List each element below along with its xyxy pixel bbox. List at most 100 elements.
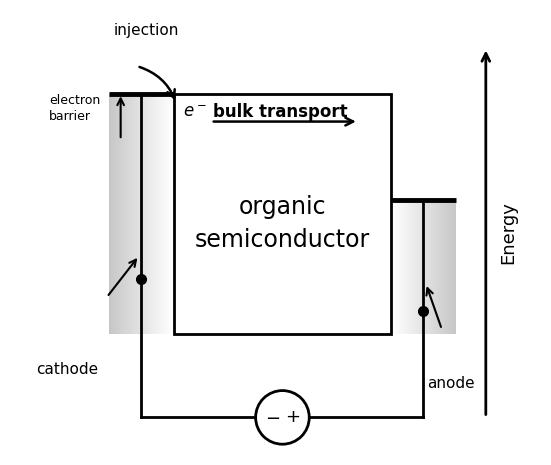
Bar: [406, 200, 407, 334]
Bar: [449, 200, 450, 334]
Bar: [160, 94, 161, 334]
Bar: [156, 94, 157, 334]
Bar: [402, 200, 403, 334]
Bar: [397, 200, 399, 334]
Bar: [159, 94, 160, 334]
Bar: [452, 200, 454, 334]
Bar: [142, 94, 143, 334]
Bar: [431, 200, 433, 334]
Bar: [428, 200, 430, 334]
Bar: [148, 94, 149, 334]
Bar: [169, 94, 170, 334]
Bar: [168, 94, 169, 334]
Bar: [433, 200, 434, 334]
Bar: [166, 94, 168, 334]
Bar: [411, 200, 413, 334]
Bar: [407, 200, 408, 334]
Bar: [415, 200, 417, 334]
Bar: [121, 94, 122, 334]
Bar: [134, 94, 136, 334]
Bar: [132, 94, 133, 334]
Bar: [429, 200, 430, 334]
Bar: [443, 200, 444, 334]
Bar: [171, 94, 172, 334]
Bar: [112, 94, 114, 334]
Bar: [159, 94, 160, 334]
Bar: [455, 200, 456, 334]
Bar: [395, 200, 396, 334]
Bar: [409, 200, 411, 334]
Bar: [408, 200, 409, 334]
Bar: [145, 94, 146, 334]
Bar: [421, 200, 422, 334]
Text: electron
barrier: electron barrier: [49, 94, 100, 123]
Bar: [137, 94, 139, 334]
Bar: [119, 94, 120, 334]
Bar: [172, 94, 174, 334]
Bar: [129, 94, 131, 334]
Bar: [439, 200, 440, 334]
Bar: [135, 94, 136, 334]
Bar: [145, 94, 147, 334]
Bar: [140, 94, 141, 334]
Text: injection: injection: [114, 23, 179, 39]
Bar: [447, 200, 448, 334]
Bar: [142, 94, 144, 334]
Bar: [399, 200, 401, 334]
Bar: [404, 200, 406, 334]
Bar: [166, 94, 167, 334]
Text: $e^-$: $e^-$: [183, 103, 207, 121]
Bar: [397, 200, 398, 334]
Bar: [436, 200, 437, 334]
Bar: [117, 94, 118, 334]
Bar: [442, 200, 444, 334]
Bar: [414, 200, 415, 334]
Bar: [401, 200, 402, 334]
Bar: [454, 200, 456, 334]
Bar: [423, 200, 424, 334]
Bar: [127, 94, 128, 334]
Bar: [147, 94, 148, 334]
Bar: [154, 94, 155, 334]
Bar: [109, 94, 110, 334]
Bar: [110, 94, 111, 334]
Bar: [130, 94, 131, 334]
Text: bulk transport: bulk transport: [213, 103, 348, 121]
Bar: [114, 94, 115, 334]
Bar: [450, 200, 451, 334]
Text: anode: anode: [428, 376, 475, 391]
Bar: [116, 94, 117, 334]
Bar: [125, 94, 126, 334]
Bar: [434, 200, 435, 334]
Text: organic
semiconductor: organic semiconductor: [195, 194, 370, 252]
Text: cathode: cathode: [36, 362, 99, 377]
Bar: [128, 94, 130, 334]
Bar: [393, 200, 395, 334]
Bar: [393, 200, 394, 334]
Bar: [116, 94, 118, 334]
Bar: [115, 94, 116, 334]
Bar: [418, 200, 419, 334]
Bar: [445, 200, 446, 334]
Bar: [402, 200, 404, 334]
Bar: [131, 94, 132, 334]
Text: $-$: $-$: [264, 408, 280, 426]
Bar: [123, 94, 124, 334]
Bar: [414, 200, 416, 334]
Bar: [424, 200, 425, 334]
Bar: [433, 200, 434, 334]
Bar: [152, 94, 153, 334]
Bar: [435, 200, 436, 334]
Circle shape: [256, 391, 309, 444]
Bar: [149, 94, 151, 334]
Bar: [409, 200, 410, 334]
Bar: [400, 200, 401, 334]
Bar: [419, 200, 420, 334]
Bar: [444, 200, 445, 334]
Bar: [153, 94, 154, 334]
Bar: [449, 200, 451, 334]
Bar: [163, 94, 164, 334]
Text: Energy: Energy: [500, 201, 518, 264]
Bar: [438, 200, 439, 334]
Bar: [113, 94, 115, 334]
